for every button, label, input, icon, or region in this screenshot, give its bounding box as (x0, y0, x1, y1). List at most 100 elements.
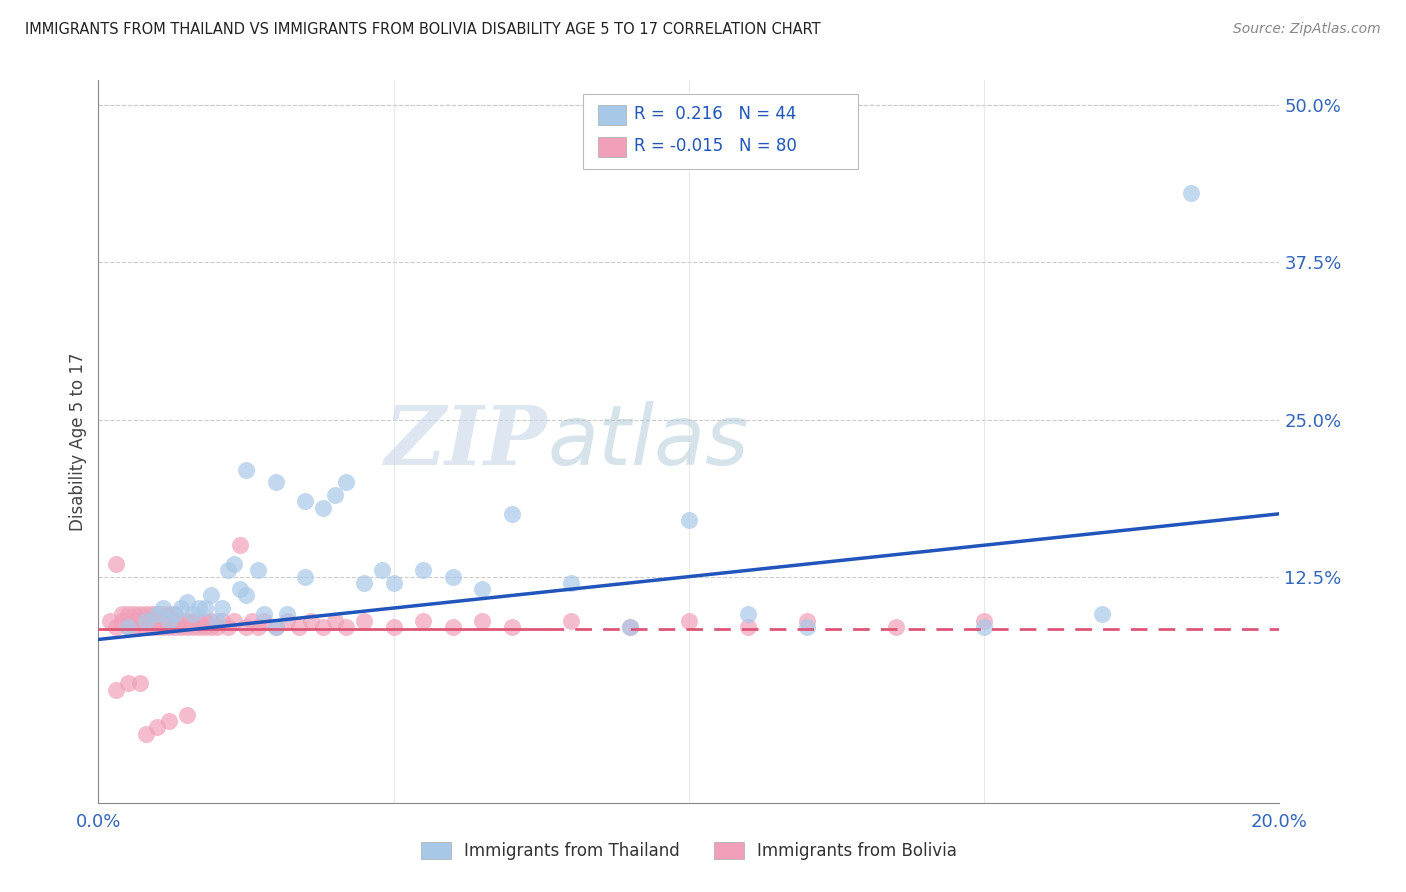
Point (181, 607, 204, 622)
Point (382, 620, 405, 634)
Point (211, 601, 233, 615)
Point (246, 620, 269, 634)
Point (165, 620, 187, 634)
Point (117, 620, 139, 634)
Point (157, 614, 180, 628)
Text: R =  0.216   N = 44: R = 0.216 N = 44 (634, 105, 796, 123)
Point (353, 575, 375, 590)
Point (353, 614, 375, 628)
Point (141, 620, 163, 634)
Point (678, 614, 700, 628)
Point (170, 620, 193, 634)
Point (678, 513, 700, 527)
Point (157, 620, 180, 634)
Point (135, 727, 157, 741)
Text: 0.0%: 0.0% (76, 813, 121, 830)
Point (122, 614, 145, 628)
Point (1180, 186, 1202, 201)
Text: 20.0%: 20.0% (1251, 813, 1308, 830)
Point (441, 620, 464, 634)
Point (194, 614, 217, 628)
Point (312, 620, 335, 634)
Text: Source: ZipAtlas.com: Source: ZipAtlas.com (1233, 22, 1381, 37)
Point (135, 620, 157, 634)
Point (146, 607, 169, 622)
Point (973, 620, 995, 634)
Point (176, 620, 198, 634)
Point (288, 620, 311, 634)
Point (335, 620, 357, 634)
Point (117, 676, 139, 690)
Point (235, 463, 257, 477)
Point (471, 582, 494, 597)
Point (323, 614, 346, 628)
Point (122, 620, 145, 634)
Point (619, 620, 641, 634)
Point (412, 614, 434, 628)
Point (165, 614, 187, 628)
Point (205, 614, 228, 628)
Point (412, 563, 434, 577)
Point (187, 601, 209, 615)
Text: IMMIGRANTS FROM THAILAND VS IMMIGRANTS FROM BOLIVIA DISABILITY AGE 5 TO 17 CORRE: IMMIGRANTS FROM THAILAND VS IMMIGRANTS F… (25, 22, 821, 37)
Point (141, 614, 163, 628)
Point (560, 614, 582, 628)
Point (211, 614, 233, 628)
Point (217, 563, 239, 577)
Point (194, 601, 217, 615)
Point (294, 569, 316, 583)
Point (152, 601, 174, 615)
Point (135, 614, 157, 628)
Point (294, 494, 316, 508)
Point (141, 607, 163, 622)
Point (157, 614, 180, 628)
Point (501, 620, 523, 634)
Point (737, 607, 759, 622)
Point (737, 620, 759, 634)
Point (246, 563, 269, 577)
Point (276, 607, 298, 622)
Point (264, 475, 287, 490)
Text: ZIP: ZIP (385, 401, 547, 482)
Point (157, 607, 180, 622)
Point (299, 614, 322, 628)
Point (146, 607, 169, 622)
Point (128, 676, 150, 690)
Point (152, 620, 174, 634)
Point (146, 614, 169, 628)
Point (229, 538, 252, 552)
Point (1091, 607, 1114, 622)
Point (205, 620, 228, 634)
Text: R = -0.015   N = 80: R = -0.015 N = 80 (634, 137, 797, 155)
Point (194, 620, 217, 634)
Point (471, 614, 494, 628)
Point (796, 620, 818, 634)
Y-axis label: Disability Age 5 to 17: Disability Age 5 to 17 (69, 352, 87, 531)
Text: atlas: atlas (547, 401, 749, 482)
Point (229, 582, 252, 597)
Point (441, 569, 464, 583)
Point (135, 614, 157, 628)
Point (501, 507, 523, 521)
Point (200, 614, 222, 628)
Point (181, 614, 204, 628)
Point (796, 614, 818, 628)
Point (105, 620, 128, 634)
Point (176, 614, 198, 628)
Point (111, 614, 134, 628)
Point (382, 575, 405, 590)
Point (276, 614, 298, 628)
Point (170, 601, 193, 615)
Point (235, 620, 257, 634)
Point (157, 714, 180, 728)
Point (973, 614, 995, 628)
Point (312, 500, 335, 515)
Point (224, 557, 246, 571)
Point (146, 620, 169, 634)
Point (560, 575, 582, 590)
Point (240, 614, 263, 628)
Point (105, 682, 128, 697)
Point (253, 607, 276, 622)
Point (176, 595, 198, 609)
Point (187, 620, 209, 634)
